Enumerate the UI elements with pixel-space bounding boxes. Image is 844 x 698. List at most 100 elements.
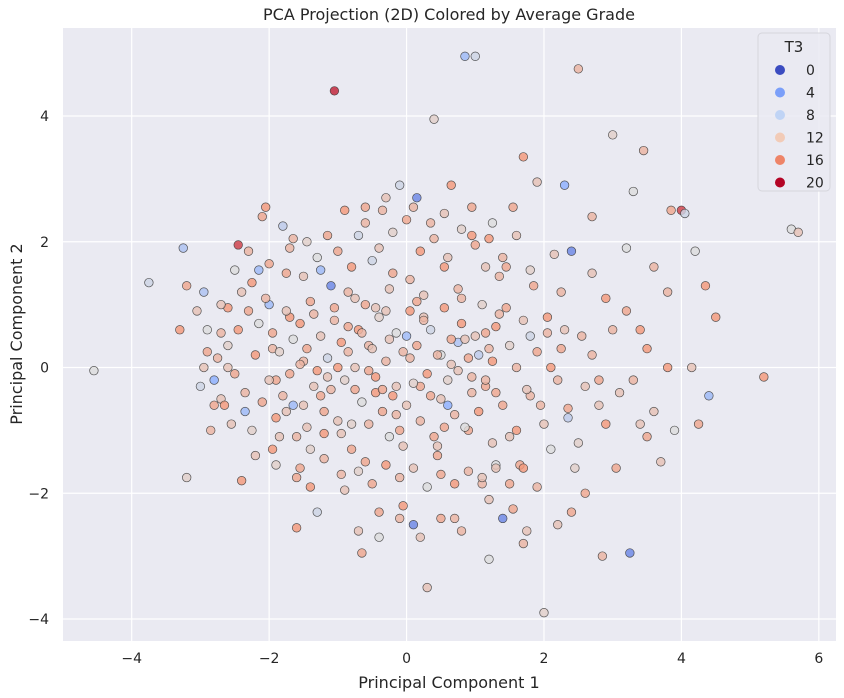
- y-tick-label: 0: [40, 361, 49, 377]
- data-point: [295, 318, 305, 329]
- data-point: [446, 359, 456, 370]
- y-tick-label: 2: [40, 235, 49, 251]
- data-point: [460, 334, 470, 344]
- data-point: [412, 340, 422, 351]
- data-point: [504, 340, 515, 351]
- data-point: [474, 406, 484, 417]
- data-point: [415, 416, 425, 426]
- data-point: [436, 394, 446, 404]
- x-tick-label: 2: [540, 651, 549, 667]
- data-point: [388, 227, 398, 237]
- data-point: [587, 268, 597, 278]
- legend-marker: [775, 177, 785, 188]
- data-point: [267, 328, 278, 338]
- data-point: [374, 312, 384, 322]
- data-point: [456, 318, 467, 329]
- data-point: [601, 293, 611, 303]
- data-point: [669, 425, 680, 436]
- data-point: [264, 259, 274, 269]
- data-point: [412, 296, 422, 307]
- data-point: [316, 391, 326, 401]
- data-point: [367, 479, 377, 489]
- data-point: [233, 325, 243, 335]
- data-point: [316, 265, 326, 275]
- data-point: [504, 479, 515, 489]
- data-point: [594, 375, 604, 385]
- plot-area: [63, 28, 836, 641]
- data-point: [350, 384, 360, 395]
- data-point: [532, 482, 542, 492]
- data-point: [450, 479, 460, 489]
- data-point: [559, 180, 570, 190]
- data-point: [480, 328, 491, 338]
- data-point: [693, 419, 704, 429]
- data-point: [278, 221, 288, 231]
- data-point: [182, 472, 192, 483]
- data-point: [453, 366, 463, 376]
- data-point: [319, 428, 329, 439]
- data-point: [391, 328, 401, 338]
- data-point: [312, 252, 322, 263]
- data-point: [553, 375, 563, 385]
- data-point: [415, 532, 425, 542]
- data-point: [436, 513, 446, 524]
- data-point: [467, 388, 477, 398]
- data-point: [281, 406, 291, 417]
- data-point: [439, 208, 449, 219]
- data-point: [377, 384, 388, 395]
- data-point: [656, 457, 666, 467]
- data-point: [395, 513, 405, 524]
- data-point: [285, 369, 295, 379]
- data-point: [295, 463, 305, 473]
- data-point: [522, 384, 532, 395]
- data-point: [484, 343, 494, 354]
- data-point: [494, 271, 504, 281]
- data-point: [340, 485, 350, 495]
- data-point: [535, 400, 546, 410]
- data-point: [628, 375, 638, 385]
- data-point: [298, 271, 309, 281]
- data-point: [522, 526, 532, 536]
- data-point: [288, 400, 298, 410]
- data-point: [291, 472, 302, 483]
- data-point: [611, 463, 621, 473]
- data-point: [456, 224, 467, 234]
- data-point: [491, 388, 501, 398]
- data-point: [144, 277, 154, 288]
- data-point: [511, 362, 522, 373]
- legend-label: 8: [806, 108, 815, 124]
- data-point: [470, 51, 480, 61]
- data-point: [250, 450, 261, 461]
- data-point: [563, 403, 573, 414]
- data-point: [195, 381, 206, 392]
- data-point: [329, 303, 340, 313]
- data-point: [546, 444, 556, 454]
- data-point: [206, 425, 216, 436]
- data-point: [563, 413, 573, 423]
- data-point: [573, 64, 583, 74]
- data-point: [542, 328, 553, 338]
- x-tick-label: −2: [259, 651, 280, 667]
- data-point: [628, 186, 638, 197]
- data-point: [374, 243, 384, 253]
- data-point: [456, 526, 467, 536]
- data-point: [463, 353, 474, 363]
- data-point: [446, 180, 456, 190]
- data-point: [357, 328, 367, 338]
- data-point: [216, 328, 226, 338]
- data-point: [212, 353, 223, 363]
- x-tick-label: −4: [121, 651, 142, 667]
- data-point: [566, 246, 577, 256]
- data-point: [525, 331, 535, 341]
- data-point: [518, 463, 529, 473]
- data-point: [291, 523, 302, 533]
- data-point: [391, 410, 401, 420]
- data-point: [687, 362, 697, 373]
- data-point: [202, 347, 212, 357]
- data-point: [690, 246, 700, 256]
- data-point: [649, 262, 659, 272]
- x-tick-label: 6: [814, 651, 823, 667]
- data-point: [305, 444, 316, 454]
- data-point: [446, 334, 456, 344]
- data-point: [223, 340, 233, 351]
